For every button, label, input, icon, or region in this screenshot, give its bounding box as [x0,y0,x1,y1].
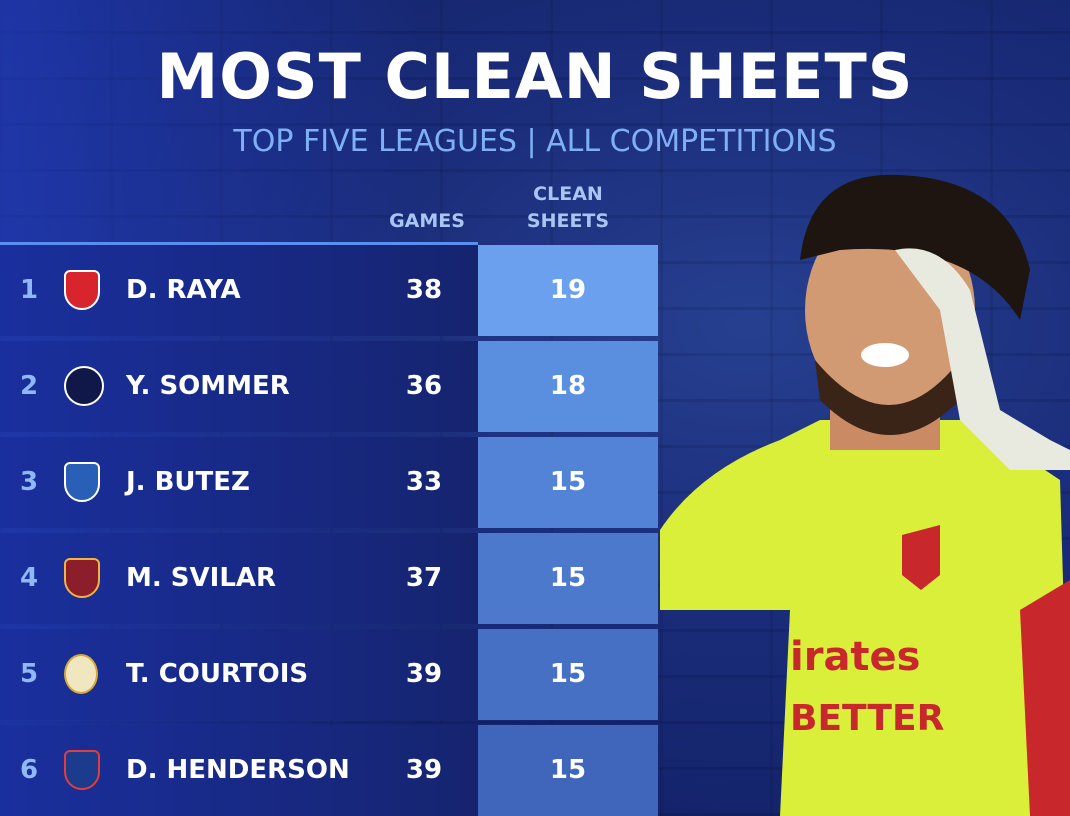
table-row: 6 D. HENDERSON 39 15 [0,725,658,816]
rank: 5 [19,659,39,689]
club-crest [64,270,100,310]
highlight-cell [478,437,658,528]
player-photo: irates BETTER [660,174,1070,816]
highlight-cell [478,629,658,720]
table: 1 D. RAYA 38 19 2 Y. SOMMER 36 18 3 J. BUTEZ 33 15 4… [0,245,658,816]
rank: 4 [19,563,39,593]
rank: 6 [19,755,39,785]
table-row: 1 D. RAYA 38 19 [0,245,658,336]
games: 37 [405,563,443,593]
clean-sheets: 15 [549,467,587,497]
player-name: T. COURTOIS [126,659,309,689]
table-row: 4 M. SVILAR 37 15 [0,533,658,624]
clean-sheets: 18 [549,371,587,401]
column-header: CLEAN SHEETS [526,183,610,232]
subtitle: TOP FIVE LEAGUES | ALL COMPETITIONS [233,124,837,159]
clean-sheets: 15 [549,755,587,785]
table-row: 5 T. COURTOIS 39 15 [0,629,658,720]
table-row: 3 J. BUTEZ 33 15 [0,437,658,528]
rank: 2 [19,371,39,401]
clean-sheets: 15 [549,563,587,593]
svg-text:irates: irates [790,634,921,680]
games: 36 [405,371,443,401]
games: 33 [405,467,443,497]
club-crest [64,366,104,406]
rank: 1 [19,275,39,305]
clean-sheets: 15 [549,659,587,689]
club-crest [64,654,98,694]
table-rule [0,242,478,245]
player-name: Y. SOMMER [126,371,290,401]
highlight-cell [478,341,658,432]
highlight-cell [478,725,658,816]
club-crest [64,750,100,790]
games: 38 [405,275,443,305]
highlight-cell [478,245,658,336]
games: 39 [405,659,443,689]
player-name: D. HENDERSON [126,755,350,785]
clean-sheets: 19 [549,275,587,305]
svg-text:BETTER: BETTER [790,698,944,739]
title: MOST CLEAN SHEETS [156,40,914,113]
player-name: M. SVILAR [126,563,277,593]
rank: 3 [19,467,39,497]
games: 39 [405,755,443,785]
player-name: D. RAYA [126,275,241,305]
club-crest [64,558,100,598]
table-row: 2 Y. SOMMER 36 18 [0,341,658,432]
highlight-cell [478,533,658,624]
club-crest [64,462,100,502]
column-header: GAMES [389,210,465,232]
player-name: J. BUTEZ [126,467,250,497]
